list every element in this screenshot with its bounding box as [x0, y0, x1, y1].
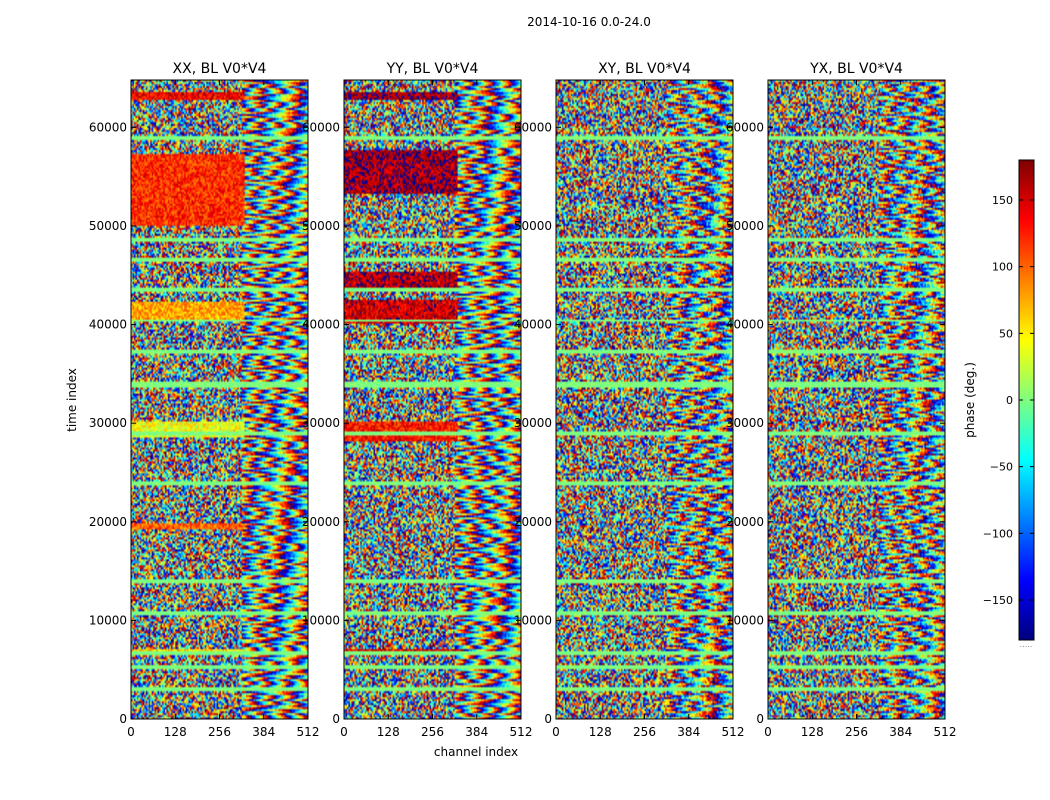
y-tick-label: 50000: [302, 219, 340, 233]
x-tick-label: 256: [421, 725, 444, 739]
x-tick-label: 384: [677, 725, 700, 739]
colorbar-tick-label: 50: [999, 327, 1013, 340]
y-tick-label: 30000: [302, 416, 340, 430]
panel-title: YX, BL V0*V4: [809, 61, 903, 77]
x-tick-label: 384: [889, 725, 912, 739]
heatmap-xx: [131, 80, 308, 719]
panels: XX, BL V0*V4 0 128 256 384 512 0 10000 20000 3000…: [89, 61, 957, 739]
colorbar-tick-label: −100: [983, 527, 1013, 540]
panel-xy: XY, BL V0*V4 0 128 256 384 512 0 10000 20000 3000…: [514, 61, 745, 739]
y-tick-label: 20000: [726, 515, 764, 529]
x-tick-label: 512: [722, 725, 745, 739]
y-tick-label: 20000: [89, 515, 127, 529]
colorbar-tick-label: −150: [983, 594, 1013, 607]
heatmap-xy: [556, 80, 733, 719]
colorbar-tick-label: 150: [992, 194, 1013, 207]
panel-title: XX, BL V0*V4: [173, 61, 267, 77]
y-tick-label: 20000: [302, 515, 340, 529]
y-tick-label: 40000: [302, 318, 340, 332]
heatmap-yy: [344, 80, 521, 719]
x-tick-label: 128: [164, 725, 187, 739]
y-tick-label: 40000: [726, 318, 764, 332]
x-tick-label: 256: [845, 725, 868, 739]
y-tick-label: 60000: [514, 120, 552, 134]
y-tick-label: 0: [756, 712, 764, 726]
x-tick-label: 128: [377, 725, 400, 739]
x-tick-label: 384: [252, 725, 275, 739]
panel-title: YY, BL V0*V4: [386, 61, 479, 77]
colorbar-offset-text: .....: [1020, 640, 1033, 649]
x-tick-label: 128: [589, 725, 612, 739]
y-tick-label: 60000: [302, 120, 340, 134]
panel-yx: YX, BL V0*V4 0 128 256 384 512 0 10000 20000 3000…: [726, 61, 957, 739]
x-tick-label: 512: [297, 725, 320, 739]
colorbar-tick-label: −50: [990, 461, 1013, 474]
heatmap-yx: [768, 80, 945, 719]
colorbar: −150 −100 −50 0 50 100 150 phase (deg.) .....: [963, 159, 1035, 649]
x-tick-label: 0: [127, 725, 135, 739]
y-tick-label: 30000: [726, 416, 764, 430]
y-tick-label: 50000: [514, 219, 552, 233]
y-axis-label: time index: [65, 368, 79, 432]
y-tick-label: 10000: [726, 613, 764, 627]
x-tick-label: 128: [801, 725, 824, 739]
x-tick-label: 0: [552, 725, 560, 739]
y-tick-label: 0: [119, 712, 127, 726]
panel-title: XY, BL V0*V4: [598, 61, 691, 77]
x-tick-label: 0: [764, 725, 772, 739]
y-tick-label: 40000: [514, 318, 552, 332]
x-tick-label: 384: [465, 725, 488, 739]
x-tick-label: 512: [510, 725, 533, 739]
y-tick-label: 10000: [514, 613, 552, 627]
y-tick-label: 10000: [89, 613, 127, 627]
x-tick-label: 0: [340, 725, 348, 739]
colorbar-ticks: −150 −100 −50 0 50 100 150: [983, 194, 1034, 607]
y-tick-label: 0: [332, 712, 340, 726]
colorbar-tick-label: 0: [1006, 394, 1013, 407]
y-tick-label: 20000: [514, 515, 552, 529]
x-tick-label: 512: [934, 725, 957, 739]
y-tick-label: 0: [544, 712, 552, 726]
y-tick-label: 50000: [726, 219, 764, 233]
figure-suptitle: 2014-10-16 0.0-24.0: [527, 15, 651, 29]
panel-yy: YY, BL V0*V4 0 128 256 384 512 0 10000 20000 3000…: [302, 61, 533, 739]
colorbar-tick-label: 100: [992, 261, 1013, 274]
y-tick-label: 50000: [89, 219, 127, 233]
panel-xx: XX, BL V0*V4 0 128 256 384 512 0 10000 20000 3000…: [89, 61, 320, 739]
y-tick-label: 60000: [89, 120, 127, 134]
x-tick-label: 256: [633, 725, 656, 739]
y-tick-label: 60000: [726, 120, 764, 134]
x-tick-label: 256: [208, 725, 231, 739]
y-tick-label: 40000: [89, 318, 127, 332]
y-tick-label: 10000: [302, 613, 340, 627]
colorbar-label: phase (deg.): [963, 362, 977, 438]
x-axis-label: channel index: [434, 745, 518, 759]
y-tick-label: 30000: [89, 416, 127, 430]
y-tick-label: 30000: [514, 416, 552, 430]
